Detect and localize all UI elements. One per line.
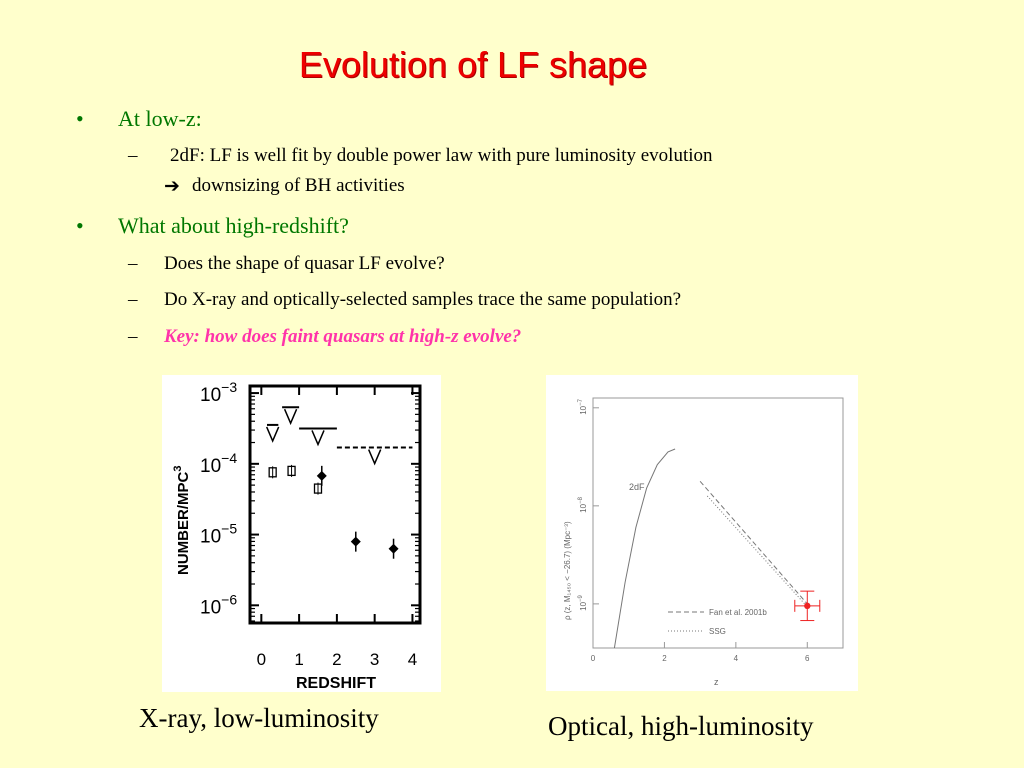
legend-label: SSG bbox=[709, 627, 726, 636]
x-tick-label: 6 bbox=[805, 654, 810, 663]
plot-frame bbox=[592, 397, 844, 649]
upper-limit-arrow bbox=[283, 408, 298, 426]
caption-right: Optical, high-luminosity bbox=[548, 711, 814, 741]
y-tick-label: 10−4 bbox=[200, 450, 237, 477]
optical-density-chart: 0 2 4 6 10−7 10−8 10−9 2dF Fan et al. 2001b SSG… bbox=[563, 397, 844, 687]
plot-frame bbox=[248, 384, 422, 625]
data-point-marker bbox=[804, 602, 811, 610]
legend-label: Fan et al. 2001b bbox=[709, 608, 767, 617]
upper-limit-arrow bbox=[265, 426, 280, 443]
data-point-filled bbox=[350, 536, 361, 547]
bullet-glyph: • bbox=[76, 213, 84, 238]
x-axis-label: z bbox=[714, 677, 719, 687]
dash-glyph: – bbox=[128, 253, 138, 274]
data-point-filled bbox=[388, 543, 399, 554]
data-point-filled bbox=[316, 470, 327, 481]
xray-redshift-chart: 10−3 10−4 10−5 10−6 0 1 2 3 4 REDSHIFT NUMBER/M… bbox=[172, 379, 422, 692]
x-tick-label: 4 bbox=[408, 650, 417, 669]
subitem-text: 2dF: LF is well fit by double power law … bbox=[170, 145, 713, 166]
upper-limit-arrow bbox=[311, 430, 325, 447]
x-axis-label: REDSHIFT bbox=[296, 675, 376, 692]
key-question-text: Key: how does faint quasars at high-z ev… bbox=[164, 326, 522, 347]
y-axis-label: NUMBER/MPC3 bbox=[172, 466, 192, 575]
x-tick-label: 1 bbox=[294, 650, 303, 669]
curve-label-2df: 2dF bbox=[629, 482, 645, 492]
dash-glyph: – bbox=[128, 289, 138, 310]
x-tick-label: 0 bbox=[257, 650, 266, 669]
y-tick-label: 10−8 bbox=[578, 496, 588, 512]
arrow-icon: ➔ bbox=[164, 176, 180, 197]
subitem-text: Do X-ray and optically-selected samples … bbox=[164, 289, 682, 310]
xray-plot-panel: 10−3 10−4 10−5 10−6 0 1 2 3 4 REDSHIFT NUMBER/M… bbox=[162, 375, 441, 692]
series-ssg bbox=[706, 495, 808, 608]
x-tick-label: 4 bbox=[734, 654, 739, 663]
y-tick-label: 10−9 bbox=[578, 594, 588, 610]
subitem-text: downsizing of BH activities bbox=[192, 175, 405, 196]
series-2df bbox=[613, 448, 676, 649]
upper-limit-arrow bbox=[367, 449, 382, 466]
y-tick-label: 10−5 bbox=[200, 521, 237, 548]
optical-plot-panel: 0 2 4 6 10−7 10−8 10−9 2dF Fan et al. 2001b SSG… bbox=[546, 375, 858, 691]
caption-left: X-ray, low-luminosity bbox=[139, 703, 379, 733]
y-tick-label: 10−3 bbox=[200, 379, 237, 406]
dash-glyph: – bbox=[128, 145, 138, 166]
x-tick-label: 2 bbox=[332, 650, 341, 669]
slide-title: Evolution of LF shape bbox=[298, 44, 648, 85]
y-tick-label: 10−6 bbox=[200, 591, 237, 618]
dash-glyph: – bbox=[128, 326, 138, 347]
y-tick-label: 10−7 bbox=[578, 398, 588, 414]
bullet-glyph: • bbox=[76, 106, 84, 131]
series-fan-et-al-2001b bbox=[699, 480, 808, 605]
x-tick-label: 0 bbox=[591, 654, 596, 663]
subitem-text: Does the shape of quasar LF evolve? bbox=[164, 253, 445, 274]
x-tick-label: 3 bbox=[370, 650, 379, 669]
bullet-text: What about high-redshift? bbox=[118, 213, 349, 238]
x-tick-label: 2 bbox=[662, 654, 667, 663]
y-axis-label: ρ (z, M₁₄₅₀ < −26.7) (Mpc⁻³) bbox=[563, 521, 572, 620]
bullet-text: At low-z: bbox=[118, 106, 202, 131]
